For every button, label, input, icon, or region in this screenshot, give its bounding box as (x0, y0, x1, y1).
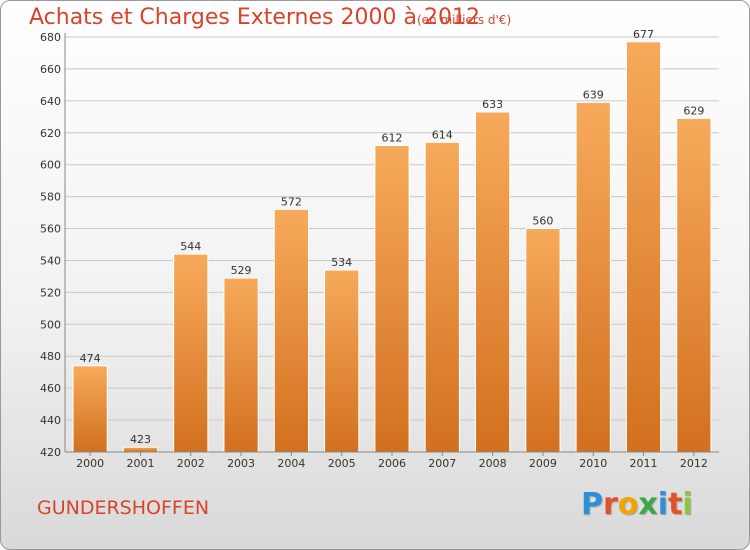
y-tick-label: 420 (40, 446, 61, 459)
bar (676, 117, 712, 453)
x-tick-label: 2002 (177, 457, 205, 470)
y-tick-label: 640 (40, 95, 61, 108)
y-tick-label: 540 (40, 254, 61, 267)
y-tick-label: 600 (40, 159, 61, 172)
chart-subtitle: (en milliers d'€) (417, 13, 512, 27)
x-tick-label: 2012 (680, 457, 708, 470)
y-tick-label: 520 (40, 286, 61, 299)
y-tick-label: 480 (40, 350, 61, 363)
logo-letter: t (668, 487, 683, 522)
y-tick-label: 440 (40, 414, 61, 427)
bar (525, 228, 561, 453)
x-tick-label: 2004 (277, 457, 305, 470)
bar-value-label: 423 (130, 433, 151, 446)
logo-letter: i (682, 487, 693, 522)
y-tick-label: 580 (40, 191, 61, 204)
logo-letter: x (638, 487, 658, 522)
y-tick-label: 620 (40, 127, 61, 140)
bar (424, 141, 460, 453)
bars: 474 423 544 529 572 534 612 614 633 560 639 677 629 (72, 28, 712, 453)
y-tick-label: 500 (40, 318, 61, 331)
logo-letter: P (581, 487, 603, 522)
bar-value-label: 572 (281, 195, 302, 208)
x-tick-label: 2010 (579, 457, 607, 470)
bar-value-label: 529 (231, 264, 252, 277)
bar-value-label: 534 (331, 256, 352, 269)
bar-value-label: 629 (683, 104, 704, 117)
bar (575, 101, 611, 453)
bar (374, 145, 410, 453)
x-tick-label: 2005 (328, 457, 356, 470)
y-tick-label: 680 (40, 31, 61, 44)
bar (273, 208, 309, 453)
bar-value-label: 560 (532, 215, 553, 228)
proxiti-logo[interactable]: Proxiti (581, 487, 693, 522)
axes: 420 440 460 480 500 520 540 560 580 600 620 640 660 6… (40, 31, 719, 470)
bar-value-label: 474 (80, 352, 101, 365)
x-tick-label: 2009 (529, 457, 557, 470)
y-tick-label: 660 (40, 63, 61, 76)
x-tick-label: 2007 (428, 457, 456, 470)
bar-value-label: 633 (482, 98, 503, 111)
x-tick-label: 2001 (126, 457, 154, 470)
bar (173, 253, 209, 453)
x-tick-label: 2000 (76, 457, 104, 470)
bar (72, 365, 108, 453)
bar-value-label: 614 (432, 128, 453, 141)
x-tick-label: 2006 (378, 457, 406, 470)
bar-value-label: 612 (382, 132, 403, 145)
commune-name: GUNDERSHOFFEN (37, 497, 210, 519)
x-tick-label: 2008 (479, 457, 507, 470)
logo-letter: i (657, 487, 669, 522)
logo-letter: r (603, 487, 618, 522)
bar (324, 269, 360, 453)
bar-value-label: 677 (633, 28, 654, 41)
bar (122, 446, 159, 453)
chart-title: Achats et Charges Externes 2000 à 2012 (29, 5, 480, 30)
x-tick-label: 2003 (227, 457, 255, 470)
bar-value-label: 639 (583, 88, 604, 101)
bar (223, 277, 259, 453)
y-tick-label: 460 (40, 382, 61, 395)
y-tick-label: 560 (40, 223, 61, 236)
bar (475, 111, 511, 453)
bar (625, 41, 662, 453)
logo-letter: o (617, 487, 639, 522)
x-tick-label: 2011 (630, 457, 658, 470)
bar-value-label: 544 (180, 240, 201, 253)
